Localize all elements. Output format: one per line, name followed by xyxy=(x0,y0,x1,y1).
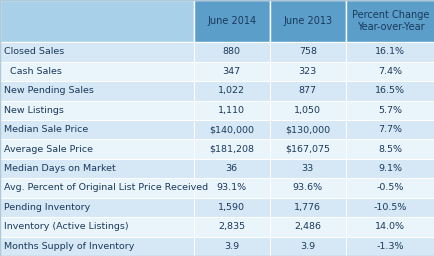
Bar xyxy=(193,42,269,62)
Text: 347: 347 xyxy=(222,67,240,76)
Text: 36: 36 xyxy=(225,164,237,173)
Bar xyxy=(269,120,345,140)
Text: 1,022: 1,022 xyxy=(217,86,245,95)
Text: -1.3%: -1.3% xyxy=(376,242,403,251)
Bar xyxy=(193,62,269,81)
Text: Inventory (Active Listings): Inventory (Active Listings) xyxy=(4,222,128,231)
Bar xyxy=(269,237,345,256)
Bar xyxy=(0,42,193,62)
Text: -0.5%: -0.5% xyxy=(376,184,403,193)
Bar xyxy=(193,198,269,217)
Bar xyxy=(269,140,345,159)
Bar xyxy=(193,178,269,198)
Text: $130,000: $130,000 xyxy=(285,125,329,134)
Bar xyxy=(345,198,434,217)
Bar xyxy=(0,159,193,178)
Bar xyxy=(193,159,269,178)
Text: 3.9: 3.9 xyxy=(224,242,239,251)
Text: 758: 758 xyxy=(298,47,316,57)
Text: 2,835: 2,835 xyxy=(217,222,245,231)
Bar xyxy=(269,159,345,178)
Text: Median Days on Market: Median Days on Market xyxy=(4,164,116,173)
Text: 5.7%: 5.7% xyxy=(378,106,401,115)
Text: 2,486: 2,486 xyxy=(293,222,321,231)
Text: 8.5%: 8.5% xyxy=(378,145,401,154)
Bar xyxy=(345,0,434,42)
Text: 880: 880 xyxy=(222,47,240,57)
Bar xyxy=(345,81,434,101)
Bar xyxy=(269,81,345,101)
Text: 1,050: 1,050 xyxy=(293,106,321,115)
Bar xyxy=(345,120,434,140)
Bar xyxy=(0,178,193,198)
Text: June 2014: June 2014 xyxy=(207,16,256,26)
Text: 7.7%: 7.7% xyxy=(378,125,401,134)
Bar xyxy=(345,140,434,159)
Bar xyxy=(345,178,434,198)
Text: 1,590: 1,590 xyxy=(217,203,245,212)
Text: $140,000: $140,000 xyxy=(209,125,253,134)
Text: 323: 323 xyxy=(298,67,316,76)
Bar xyxy=(269,178,345,198)
Bar xyxy=(0,237,193,256)
Text: Months Supply of Inventory: Months Supply of Inventory xyxy=(4,242,135,251)
Bar xyxy=(0,140,193,159)
Text: 14.0%: 14.0% xyxy=(375,222,404,231)
Bar xyxy=(0,101,193,120)
Bar xyxy=(269,0,345,42)
Text: New Listings: New Listings xyxy=(4,106,64,115)
Text: Avg. Percent of Original List Price Received: Avg. Percent of Original List Price Rece… xyxy=(4,184,208,193)
Bar xyxy=(0,217,193,237)
Text: 1,776: 1,776 xyxy=(293,203,321,212)
Bar xyxy=(193,101,269,120)
Bar xyxy=(193,237,269,256)
Text: June 2013: June 2013 xyxy=(283,16,332,26)
Text: Median Sale Price: Median Sale Price xyxy=(4,125,89,134)
Text: Closed Sales: Closed Sales xyxy=(4,47,65,57)
Text: $167,075: $167,075 xyxy=(285,145,329,154)
Text: 16.5%: 16.5% xyxy=(375,86,404,95)
Text: Percent Change
Year-over-Year: Percent Change Year-over-Year xyxy=(351,10,428,32)
Text: -10.5%: -10.5% xyxy=(373,203,406,212)
Bar xyxy=(0,120,193,140)
Bar xyxy=(345,62,434,81)
Text: New Pending Sales: New Pending Sales xyxy=(4,86,94,95)
Text: 7.4%: 7.4% xyxy=(378,67,401,76)
Text: Cash Sales: Cash Sales xyxy=(4,67,62,76)
Text: 9.1%: 9.1% xyxy=(378,164,401,173)
Text: 877: 877 xyxy=(298,86,316,95)
Text: 33: 33 xyxy=(301,164,313,173)
Text: $181,208: $181,208 xyxy=(209,145,253,154)
Text: 3.9: 3.9 xyxy=(299,242,315,251)
Bar xyxy=(345,159,434,178)
Bar xyxy=(193,140,269,159)
Bar xyxy=(193,0,269,42)
Text: Average Sale Price: Average Sale Price xyxy=(4,145,93,154)
Bar xyxy=(269,198,345,217)
Bar xyxy=(193,217,269,237)
Text: Pending Inventory: Pending Inventory xyxy=(4,203,90,212)
Text: 1,110: 1,110 xyxy=(217,106,245,115)
Bar xyxy=(269,62,345,81)
Bar xyxy=(193,120,269,140)
Bar xyxy=(269,42,345,62)
Bar xyxy=(0,62,193,81)
Text: 16.1%: 16.1% xyxy=(375,47,404,57)
Bar xyxy=(0,198,193,217)
Text: 93.6%: 93.6% xyxy=(292,184,322,193)
Text: 93.1%: 93.1% xyxy=(216,184,246,193)
Bar xyxy=(345,237,434,256)
Bar xyxy=(0,81,193,101)
Bar xyxy=(345,42,434,62)
Bar xyxy=(345,101,434,120)
Bar xyxy=(269,217,345,237)
Bar xyxy=(0,0,193,42)
Bar xyxy=(193,81,269,101)
Bar xyxy=(269,101,345,120)
Bar xyxy=(345,217,434,237)
